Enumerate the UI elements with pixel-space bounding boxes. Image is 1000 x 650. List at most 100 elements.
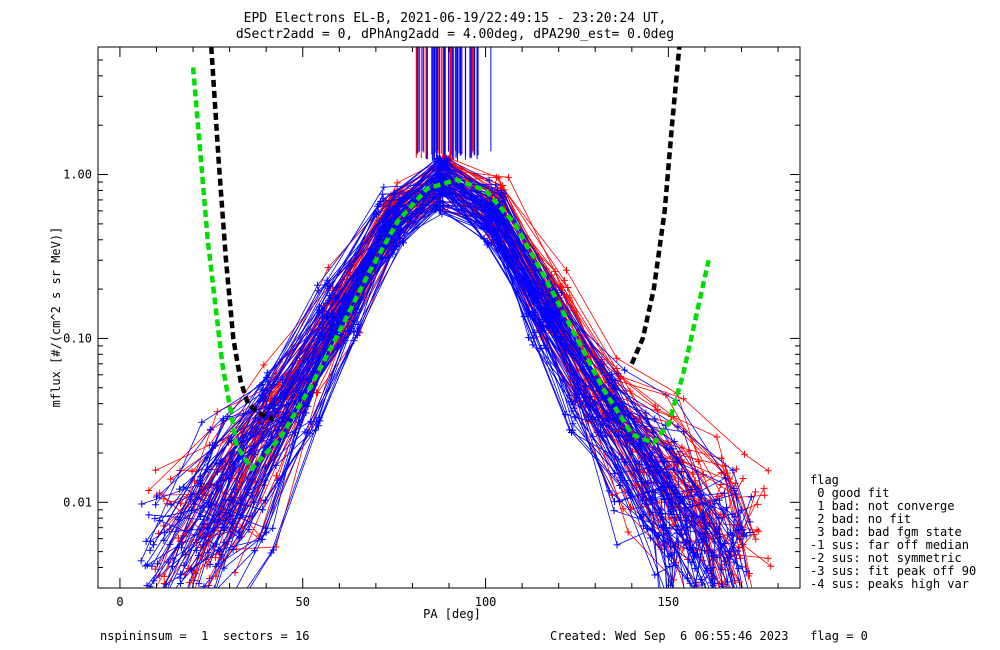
plus-marker [433, 158, 441, 166]
plus-marker [721, 603, 728, 610]
plus-marker [283, 401, 291, 409]
trace-line [146, 159, 751, 586]
plus-marker [146, 537, 154, 545]
plus-marker [708, 604, 715, 611]
plus-marker [613, 370, 621, 378]
plus-marker [550, 328, 558, 336]
plus-marker [269, 546, 277, 554]
plus-marker [708, 596, 715, 603]
trace-line [191, 179, 693, 588]
x-tick-label: 150 [658, 595, 680, 609]
plus-marker [334, 342, 342, 350]
plus-marker [755, 527, 763, 535]
plus-marker [764, 467, 772, 475]
plus-marker [712, 606, 719, 613]
spike-bundle [415, 47, 492, 162]
plus-marker [441, 162, 449, 170]
plus-marker [181, 551, 189, 559]
plus-marker [312, 418, 320, 426]
plus-marker [728, 613, 735, 620]
plus-marker [734, 603, 741, 610]
plus-marker [213, 408, 221, 416]
plus-marker [192, 546, 200, 554]
plus-marker [742, 532, 750, 540]
plus-marker [291, 429, 299, 437]
plus-marker [219, 415, 227, 423]
plus-marker [674, 613, 681, 620]
plus-marker [568, 398, 576, 406]
plus-marker [258, 430, 266, 438]
plus-marker [721, 547, 729, 555]
plus-marker [752, 535, 760, 543]
plus-marker [167, 475, 175, 483]
plus-marker [177, 544, 185, 552]
legend-entry: 3 bad: bad fgm state [810, 525, 962, 539]
plus-marker [605, 379, 613, 387]
plus-marker [262, 496, 270, 504]
plus-marker [497, 181, 505, 189]
plus-marker [731, 479, 739, 487]
plus-marker [160, 572, 168, 580]
plus-marker [562, 266, 570, 274]
plus-marker [646, 508, 654, 516]
plus-marker [492, 181, 500, 189]
plus-marker [751, 488, 759, 496]
plus-marker [734, 595, 741, 602]
plus-marker [542, 344, 550, 352]
plus-marker [698, 581, 706, 588]
plus-marker [674, 423, 682, 431]
plus-marker [228, 496, 236, 504]
plus-marker [721, 474, 729, 482]
plus-marker [159, 591, 166, 598]
plus-marker [643, 479, 651, 487]
plus-marker [613, 463, 621, 471]
plus-marker [204, 503, 212, 511]
plus-marker [564, 284, 572, 292]
plus-marker [554, 308, 562, 316]
y-tick-label: 0.10 [63, 331, 92, 345]
plus-marker [736, 535, 744, 543]
plus-marker [182, 592, 189, 599]
plus-marker [666, 562, 674, 570]
plus-marker [613, 354, 621, 362]
plus-marker [250, 547, 258, 555]
plus-marker [746, 529, 754, 537]
median-curve-right [629, 47, 682, 365]
legend-entry: 0 good fit [810, 486, 889, 500]
plus-marker [264, 408, 272, 416]
plus-marker [657, 510, 665, 518]
plus-marker [435, 205, 443, 213]
plus-marker [750, 531, 758, 539]
plus-marker [373, 202, 381, 210]
plus-marker [611, 470, 619, 478]
plus-marker [206, 560, 214, 568]
plus-marker [740, 603, 747, 610]
plus-marker [577, 376, 585, 384]
plus-marker [176, 485, 184, 493]
plus-marker [228, 613, 235, 620]
plus-marker [600, 417, 608, 425]
plus-marker [542, 304, 550, 312]
trace-line [170, 180, 725, 554]
plus-marker [711, 500, 719, 508]
trace-line [164, 196, 723, 570]
plus-marker [734, 547, 742, 555]
legend-entry: flag [810, 473, 839, 487]
plus-marker [752, 613, 759, 620]
plus-marker [316, 332, 324, 340]
plus-marker [733, 465, 741, 473]
plus-marker [138, 500, 146, 508]
plus-marker [616, 482, 624, 490]
plus-marker [741, 450, 749, 458]
plus-marker [742, 568, 750, 576]
legend: flag 0 good fit 1 bad: not converge 2 ba… [810, 473, 976, 591]
plus-marker [229, 606, 236, 613]
plus-marker [683, 591, 690, 598]
plus-marker [718, 597, 725, 604]
trace-line [155, 169, 771, 588]
plus-marker [262, 394, 270, 402]
plus-marker [196, 473, 204, 481]
plus-marker [711, 592, 718, 599]
plus-marker [609, 376, 617, 384]
plus-marker [221, 496, 229, 504]
